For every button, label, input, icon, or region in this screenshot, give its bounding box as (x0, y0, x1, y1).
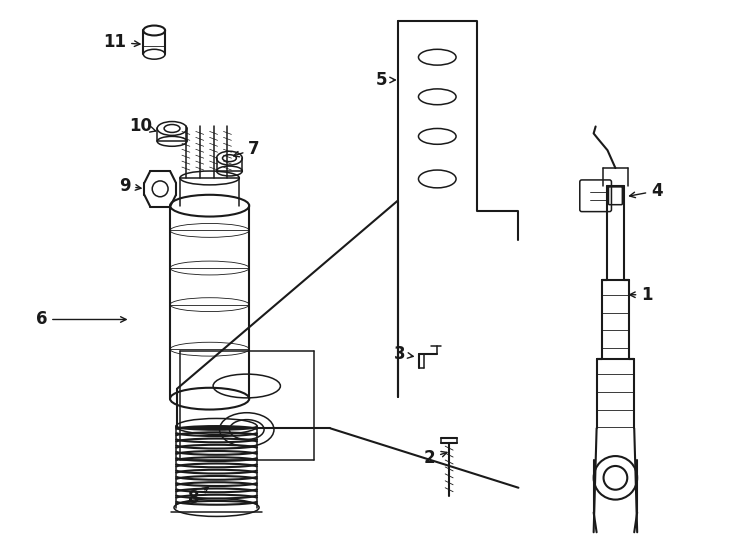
Text: 8: 8 (188, 487, 208, 507)
Text: 9: 9 (119, 177, 141, 195)
Text: 10: 10 (129, 118, 156, 136)
Text: 2: 2 (424, 449, 447, 467)
Text: 5: 5 (376, 71, 396, 89)
Text: 7: 7 (233, 140, 260, 158)
Text: 3: 3 (394, 345, 413, 363)
Text: 6: 6 (36, 310, 126, 328)
Text: 1: 1 (630, 286, 653, 303)
Text: 11: 11 (103, 33, 140, 51)
Text: 4: 4 (630, 182, 663, 200)
